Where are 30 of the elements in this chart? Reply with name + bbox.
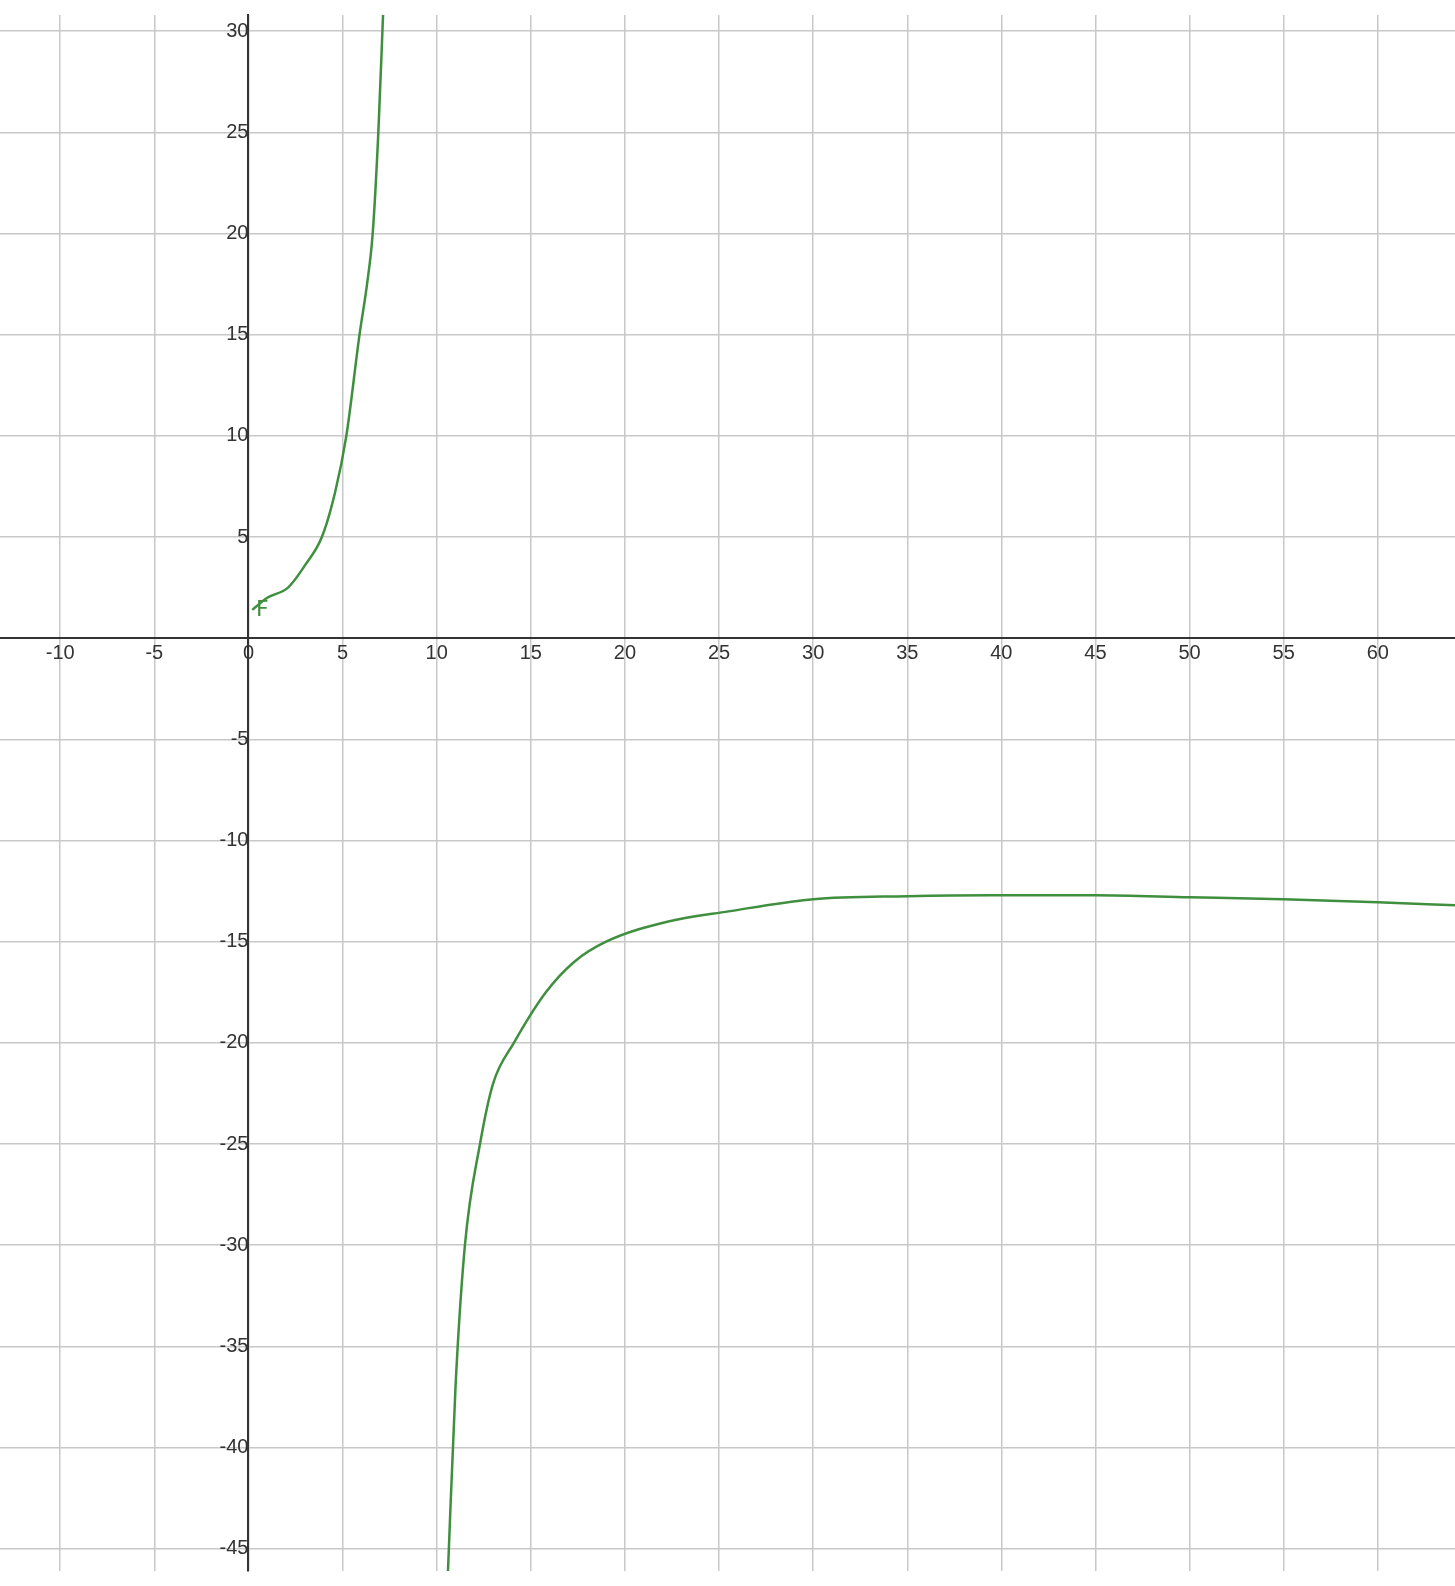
y-tick-label: -35 [219, 1333, 249, 1356]
y-tick-label: 10 [226, 423, 249, 446]
x-tick-label: 10 [425, 640, 448, 663]
y-tick-label: -15 [219, 929, 249, 952]
x-tick-label: 40 [990, 640, 1013, 663]
y-tick-label: -10 [219, 828, 249, 851]
x-tick-label: 15 [519, 640, 542, 663]
y-tick-label: -20 [219, 1030, 249, 1053]
y-tick-label: -25 [219, 1131, 249, 1154]
y-tick-label: 20 [226, 221, 249, 244]
x-tick-label: -10 [45, 640, 75, 663]
y-tick-label: -45 [219, 1536, 249, 1559]
x-tick-label: 45 [1084, 640, 1107, 663]
x-tick-label: 55 [1272, 640, 1295, 663]
y-tick-label: -30 [219, 1232, 249, 1255]
y-tick-label: -5 [230, 726, 249, 749]
x-tick-label: 50 [1178, 640, 1201, 663]
y-tick-label: -40 [219, 1435, 249, 1458]
y-tick-label: 5 [237, 524, 249, 547]
y-tick-label: 15 [226, 322, 249, 345]
x-tick-label: 25 [707, 640, 731, 663]
x-tick-label: 5 [337, 640, 349, 663]
y-tick-label: 30 [226, 18, 249, 41]
x-tick-label: 60 [1366, 640, 1389, 663]
y-tick-label: 25 [226, 119, 249, 142]
x-tick-label: -5 [145, 640, 164, 663]
x-tick-label: 20 [613, 640, 637, 663]
x-tick-label: 35 [896, 640, 919, 663]
line-series [446, 893, 1455, 1573]
x-tick-label: 30 [802, 640, 825, 663]
